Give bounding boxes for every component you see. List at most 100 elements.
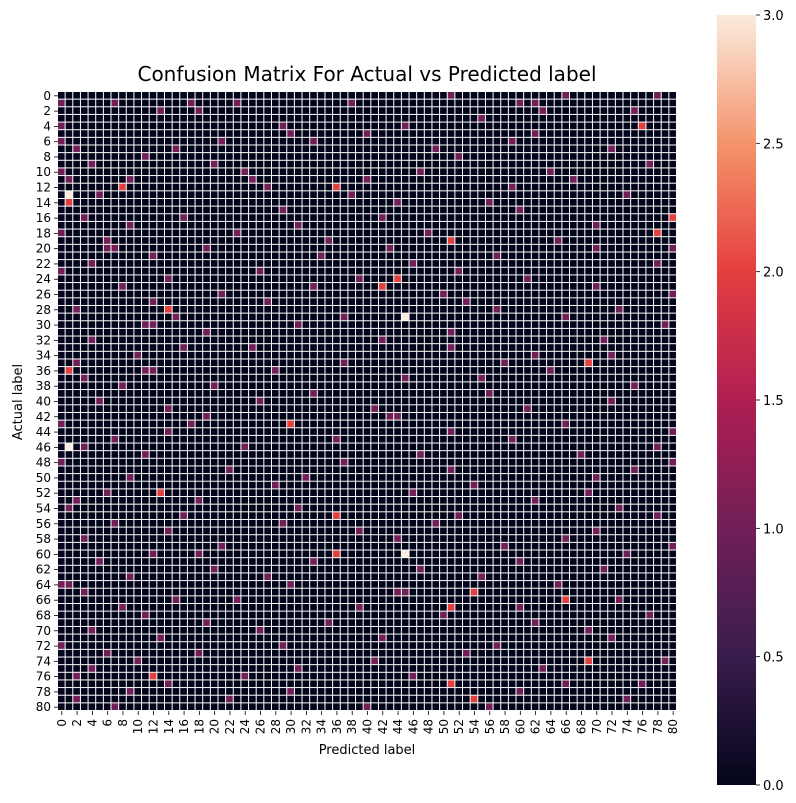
heatmap-cell: [554, 374, 562, 382]
heatmap-cell: [96, 443, 103, 451]
heatmap-cell: [386, 214, 394, 221]
heatmap-cell: [501, 328, 508, 336]
heatmap-cell: [180, 283, 187, 290]
heatmap-cell: [317, 145, 325, 153]
heatmap-cell: [210, 206, 218, 214]
heatmap-cell: [241, 420, 249, 428]
heatmap-cell: [478, 443, 485, 451]
heatmap-cell: [256, 519, 264, 527]
heatmap-cell: [493, 107, 501, 114]
heatmap-cell: [485, 481, 493, 489]
heatmap-cell: [348, 382, 356, 390]
heatmap-cell: [669, 390, 676, 397]
heatmap-cell: [126, 214, 134, 221]
heatmap-cell: [638, 137, 646, 145]
heatmap-cell: [440, 198, 447, 206]
heatmap-cell: [371, 283, 378, 290]
heatmap-cell: [539, 206, 547, 214]
heatmap-cell: [493, 397, 501, 405]
heatmap-cell: [119, 512, 126, 519]
heatmap-cell: [180, 145, 187, 153]
heatmap-cell: [195, 435, 203, 443]
heatmap-cell: [524, 283, 531, 290]
heatmap-cell: [638, 550, 646, 558]
heatmap-cell: [195, 328, 203, 336]
heatmap-cell: [409, 160, 417, 168]
heatmap-cell: [371, 153, 378, 160]
heatmap-cell: [615, 535, 623, 542]
heatmap-cell: [340, 321, 348, 328]
heatmap-cell: [440, 107, 447, 114]
heatmap-cell: [615, 420, 623, 428]
heatmap-cell: [210, 443, 218, 451]
heatmap-cell: [501, 367, 508, 374]
heatmap-cell: [271, 244, 279, 252]
heatmap-cell: [539, 214, 547, 221]
heatmap-cell: [241, 336, 249, 344]
heatmap-cell: [119, 191, 126, 198]
heatmap-cell: [371, 183, 378, 191]
heatmap-cell: [363, 321, 371, 328]
heatmap-cell: [554, 550, 562, 558]
heatmap-cell: [356, 512, 363, 519]
heatmap-cell: [203, 176, 210, 183]
heatmap-cell: [417, 428, 424, 435]
heatmap-cell: [508, 176, 516, 183]
heatmap-cell: [478, 374, 485, 382]
heatmap-cell: [646, 512, 654, 519]
heatmap-cell: [180, 390, 187, 397]
heatmap-cell: [646, 137, 654, 145]
heatmap-cell: [531, 275, 539, 283]
heatmap-cell: [264, 99, 271, 107]
heatmap-cell: [279, 527, 287, 535]
heatmap-cell: [478, 466, 485, 474]
heatmap-cell: [88, 451, 96, 458]
heatmap-cell: [424, 168, 432, 176]
heatmap-cell: [654, 489, 661, 497]
heatmap-cell: [271, 397, 279, 405]
heatmap-cell: [646, 328, 654, 336]
heatmap-cell: [103, 405, 111, 412]
heatmap-cell: [180, 497, 187, 504]
heatmap-cell: [96, 160, 103, 168]
heatmap-cell: [562, 244, 570, 252]
heatmap-cell: [310, 290, 317, 298]
heatmap-cell: [455, 336, 463, 344]
heatmap-cell: [302, 497, 310, 504]
heatmap-cell: [65, 206, 73, 214]
heatmap-cell: [73, 313, 80, 321]
heatmap-cell: [134, 328, 142, 336]
heatmap-cell: [432, 92, 440, 99]
heatmap-cell: [142, 183, 149, 191]
heatmap-cell: [654, 183, 661, 191]
heatmap-cell: [65, 321, 73, 328]
heatmap-cell: [80, 474, 88, 481]
heatmap-cell: [440, 290, 447, 298]
heatmap-cell: [256, 535, 264, 542]
heatmap-cell: [203, 466, 210, 474]
heatmap-cell: [501, 420, 508, 428]
heatmap-cell: [554, 451, 562, 458]
heatmap-cell: [447, 367, 455, 374]
heatmap-cell: [470, 390, 478, 397]
heatmap-cell: [424, 466, 432, 474]
heatmap-cell: [424, 512, 432, 519]
heatmap-cell: [226, 374, 233, 382]
heatmap-cell: [294, 176, 302, 183]
heatmap-cell: [348, 405, 356, 412]
heatmap-cell: [279, 176, 287, 183]
heatmap-cell: [317, 497, 325, 504]
heatmap-cell: [485, 221, 493, 229]
heatmap-cell: [463, 114, 470, 122]
heatmap-cell: [80, 527, 88, 535]
heatmap-cell: [440, 183, 447, 191]
heatmap-cell: [485, 321, 493, 328]
heatmap-cell: [157, 367, 164, 374]
heatmap-cell: [195, 397, 203, 405]
heatmap-cell: [409, 443, 417, 451]
heatmap-cell: [508, 527, 516, 535]
heatmap-cell: [233, 298, 241, 305]
heatmap-cell: [103, 558, 111, 565]
heatmap-cell: [394, 252, 401, 260]
heatmap-cell: [356, 275, 363, 283]
